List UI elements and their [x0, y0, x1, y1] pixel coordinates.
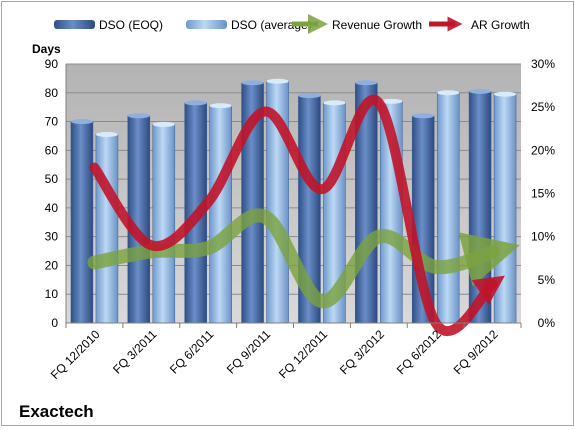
point-revenue-growth [321, 301, 322, 302]
legend-label-ar-growth: AR Growth [471, 18, 530, 32]
point-revenue-growth [378, 236, 379, 237]
y2-tick-label: 15% [531, 187, 555, 201]
point-ar-growth [265, 111, 266, 112]
bar-top-dso-avg [494, 91, 517, 97]
y-axis-title: Days [32, 42, 61, 56]
legend-item-ar-growth: AR Growth [429, 16, 530, 32]
bar-top-dso-avg [209, 103, 232, 109]
bar-top-dso-eoq [184, 100, 207, 106]
x-tick-label: FQ 3/2012 [337, 327, 387, 377]
y-tick-label: 30 [45, 230, 59, 244]
y-tick-label: 60 [45, 143, 59, 157]
point-ar-growth [492, 284, 493, 285]
bar-top-dso-eoq [70, 119, 93, 125]
y2-tick-label: 30% [531, 57, 555, 71]
bar-dso-avg [436, 92, 460, 324]
y-tick-label: 80 [45, 86, 59, 100]
dso-chart: DSO (EOQ) DSO (average) Revenue Growth A… [19, 14, 555, 421]
y-tick-label: 0 [51, 316, 58, 330]
point-revenue-growth [208, 247, 209, 248]
legend-item-dso-avg: DSO (average) [186, 18, 312, 32]
x-tick-label: FQ 6/2011 [167, 327, 217, 377]
y2-tick-label: 25% [531, 100, 555, 114]
lines-group [87, 94, 520, 337]
y2-tick-label: 5% [538, 273, 556, 287]
bar-top-dso-avg [266, 78, 289, 84]
legend-label-dso-eoq: DSO (EOQ) [99, 18, 163, 32]
y2-tick-label: 10% [531, 230, 555, 244]
x-tick-label: FQ 6/2012 [394, 327, 444, 377]
bar-top-dso-avg [380, 98, 403, 104]
point-revenue-growth [492, 252, 493, 253]
bar-dso-eoq [70, 121, 94, 324]
point-revenue-growth [265, 216, 266, 217]
bar-top-dso-avg [437, 90, 460, 96]
legend-label-revenue-growth: Revenue Growth [332, 18, 422, 32]
bar-top-dso-avg [95, 132, 118, 138]
x-tick-label: FQ 9/2011 [224, 327, 274, 377]
point-ar-growth [208, 202, 209, 203]
y-tick-label: 70 [45, 115, 59, 129]
axes-group [65, 64, 522, 328]
bar-top-dso-avg [152, 121, 175, 127]
legend-item-dso-eoq: DSO (EOQ) [54, 18, 163, 32]
bar-dso-avg [152, 124, 176, 324]
y-tick-label: 50 [45, 172, 59, 186]
bar-top-dso-eoq [298, 93, 321, 99]
legend-label-dso-avg: DSO (average) [231, 18, 312, 32]
point-ar-growth [378, 102, 379, 103]
y-tick-label: 20 [45, 258, 59, 272]
line-ar-growth [89, 94, 505, 337]
point-ar-growth [151, 245, 152, 246]
x-tick-label: FQ 9/2012 [451, 327, 501, 377]
point-revenue-growth [435, 266, 436, 267]
bar-top-dso-eoq [412, 113, 435, 119]
x-axis-ticks: FQ 12/2010 FQ 3/2011 FQ 6/2011 FQ 9/2011 FQ … [48, 327, 501, 382]
y-tick-label: 10 [45, 287, 59, 301]
x-tick-label: FQ 3/2011 [110, 327, 160, 377]
bar-dso-avg [493, 93, 517, 324]
y2-axis-ticks: 0% 5% 10% 15% 20% 25% 30% [531, 57, 555, 330]
point-ar-growth [321, 189, 322, 190]
legend-swatch-dso-eoq [54, 20, 95, 29]
legend: DSO (EOQ) DSO (average) Revenue Growth A… [54, 14, 530, 34]
point-revenue-growth [94, 262, 95, 263]
y-tick-label: 40 [45, 201, 59, 215]
point-revenue-growth [151, 251, 152, 252]
y2-tick-label: 0% [538, 316, 556, 330]
legend-swatch-dso-avg [186, 20, 227, 29]
y2-tick-label: 20% [531, 143, 555, 157]
company-name: Exactech [19, 402, 94, 421]
bar-top-dso-eoq [469, 88, 492, 94]
bar-dso-avg [209, 105, 232, 324]
bar-dso-avg [95, 134, 119, 324]
bar-top-dso-eoq [127, 113, 150, 119]
x-tick-label: FQ 12/2010 [48, 327, 103, 382]
y-axis-ticks: 0 10 20 30 40 50 60 70 80 90 [45, 57, 59, 330]
bar-top-dso-eoq [355, 80, 378, 86]
x-tick-label: FQ 12/2011 [276, 327, 330, 381]
line-revenue-growth [87, 208, 520, 309]
point-ar-growth [94, 167, 95, 168]
y-tick-label: 90 [45, 57, 59, 71]
bar-top-dso-eoq [241, 80, 264, 86]
bar-top-dso-avg [323, 100, 346, 106]
legend-item-revenue-growth: Revenue Growth [292, 14, 422, 34]
